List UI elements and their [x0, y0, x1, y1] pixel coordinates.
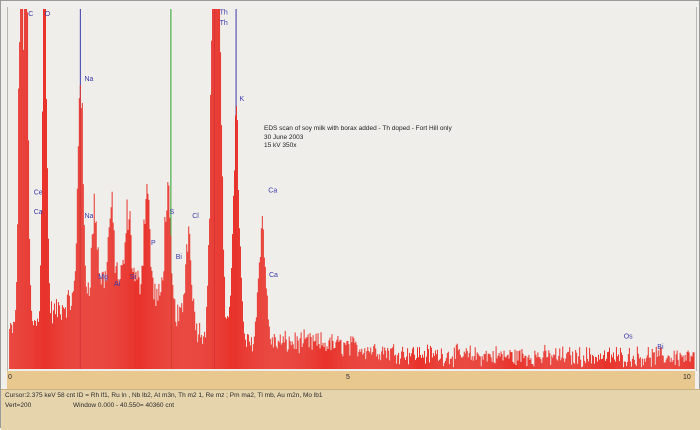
energy-axis: 0 5 10: [7, 371, 695, 389]
element-label: Ca: [268, 188, 277, 195]
element-label: Na: [85, 76, 94, 83]
element-label: Os: [624, 333, 633, 340]
element-label: Bi: [657, 344, 664, 351]
vertical-scale-readout: Vert=200: [5, 402, 32, 409]
element-label: Bi: [176, 254, 183, 261]
element-label: Mg: [98, 274, 108, 281]
element-label: Th: [220, 9, 228, 16]
element-label: Si: [130, 274, 137, 281]
x-tick-label: 0: [8, 374, 12, 381]
element-label: K: [240, 96, 245, 103]
x-tick-label: 10: [683, 374, 691, 381]
element-label: C: [28, 11, 33, 18]
element-label: Na: [85, 213, 94, 220]
annotation-settings: 15 kV 350x: [264, 142, 297, 149]
x-tick-label: 5: [346, 374, 350, 381]
status-bar: Cursor:2.375 keV 58 cnt ID = Rh lf1, Ru …: [1, 389, 700, 430]
element-label: P: [151, 240, 156, 247]
window-readout: Window 0.000 - 40.550= 40360 cnt: [73, 402, 175, 409]
element-label: Al: [114, 281, 121, 288]
element-label: O: [45, 11, 51, 18]
element-label: S: [170, 209, 175, 216]
chart-annotation: EDS scan of soy milk with borax added - …: [264, 125, 452, 151]
element-label: Ca: [34, 209, 43, 216]
cursor-readout: Cursor:2.375 keV 58 cnt ID = Rh lf1, Ru …: [5, 392, 323, 399]
annotation-date: 30 June 2003: [264, 133, 304, 141]
element-label: Cl: [192, 213, 199, 220]
chart-title: EDS scan of soy milk with borax added - …: [264, 125, 452, 132]
element-label: Th: [220, 20, 228, 27]
spectrum-plot-area[interactable]: C O Na Ce Ca Na Mg Al Si P S Cl Bi Th Th K Ca Ca Os Bi EDS …: [7, 7, 697, 371]
element-label: Ca: [269, 272, 278, 279]
element-label: Ce: [34, 189, 43, 196]
eds-spectrum-chart: C O Na Ce Ca Na Mg Al Si P S Cl Bi Th Th K Ca Ca Os Bi: [9, 9, 695, 369]
